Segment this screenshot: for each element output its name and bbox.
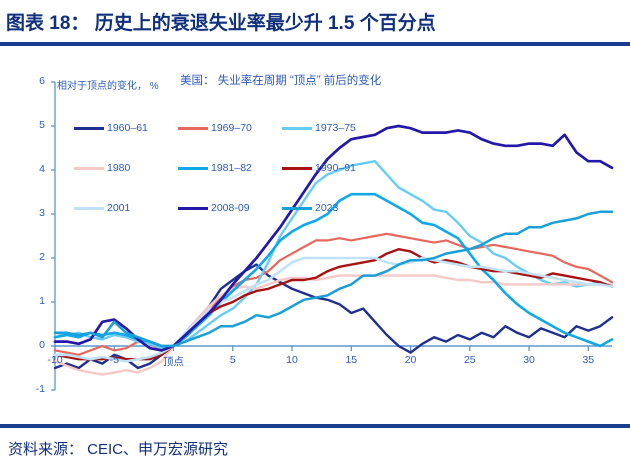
y-axis-label: 相对于顶点的变化， % [57, 81, 159, 92]
series-line-2001 [53, 256, 614, 363]
legend-swatch-icon [282, 166, 312, 170]
chart-title: 美国： 失业率在周期 “顶点” 前后的变化 [180, 75, 382, 87]
legend-item-label: 1981–82 [211, 162, 252, 174]
series-line-1980 [53, 274, 614, 376]
legend-item-label: 2008-09 [211, 202, 250, 214]
chart-legend: 1960–61 1969–70 1973–75 1980 1981–82 1990–91 2… [74, 108, 394, 228]
y-tick-label: 6 [39, 75, 45, 87]
series-line-1973-75 [53, 159, 614, 350]
legend-item-label: 1960–61 [107, 122, 148, 134]
legend-swatch-icon [74, 166, 104, 170]
x-tick-label: 15 [345, 354, 358, 366]
legend-item-label: 1973–75 [315, 122, 356, 134]
legend-swatch-icon [178, 166, 208, 170]
chart-container: 美国： 失业率在周期 “顶点” 前后的变化 相对于顶点的变化， % -1 0 1 2 3… [0, 46, 630, 424]
legend-item[interactable]: 1969–70 [178, 122, 282, 134]
legend-item[interactable]: 2001 [74, 202, 178, 214]
y-tick-label: 1 [39, 295, 45, 307]
x-tick-label: 5 [229, 354, 236, 366]
legend-swatch-icon [178, 126, 208, 130]
legend-swatch-icon [178, 206, 208, 210]
line-chart-plot [51, 81, 614, 391]
y-tick-label: 2 [39, 251, 45, 263]
page-title: 图表 18： 历史上的衰退失业率最少升 1.5 个百分点 [6, 12, 436, 34]
legend-item[interactable]: 1973–75 [282, 122, 386, 134]
y-tick-label: 5 [39, 119, 45, 131]
legend-item-label: 2001 [107, 202, 131, 214]
chart-header-band: 图表 18： 历史上的衰退失业率最少升 1.5 个百分点 [0, 0, 630, 46]
legend-item-label: 1990–91 [315, 162, 356, 174]
x-tick-label: 顶点 [163, 356, 184, 368]
series-line-2008-09 [53, 124, 614, 352]
x-tick-label: -10 [47, 354, 63, 366]
legend-item[interactable]: 1981–82 [178, 162, 282, 174]
x-tick-label: -5 [109, 354, 119, 366]
legend-item[interactable]: 1980 [74, 162, 178, 174]
legend-item-label: 1980 [107, 162, 131, 174]
legend-swatch-icon [282, 206, 312, 210]
chart-footer-band: 资料来源： CEIC、申万宏源研究 [0, 424, 630, 468]
legend-swatch-icon [74, 126, 104, 130]
legend-item[interactable]: 1960–61 [74, 122, 178, 134]
legend-item-label: 2023 [315, 202, 339, 214]
x-tick-label: 25 [463, 354, 476, 366]
legend-swatch-icon [282, 126, 312, 130]
series-line-2023 [53, 210, 614, 348]
x-tick-label: 35 [582, 354, 595, 366]
series-line-1990-91 [53, 247, 614, 361]
legend-item[interactable]: 2008-09 [178, 202, 282, 214]
legend-item-label: 1969–70 [211, 122, 252, 134]
series-line-1960-61 [53, 263, 614, 370]
y-tick-label: 3 [39, 207, 45, 219]
x-tick-label: 30 [523, 354, 535, 366]
y-tick-label: -1 [35, 383, 45, 395]
x-tick-label: 10 [286, 354, 298, 366]
legend-item[interactable]: 2023 [282, 202, 386, 214]
legend-swatch-icon [74, 206, 104, 210]
y-tick-label: 0 [39, 339, 45, 351]
x-tick-label: 20 [404, 354, 417, 366]
y-tick-label: 4 [39, 163, 45, 175]
legend-item[interactable]: 1990–91 [282, 162, 386, 174]
source-note: 资料来源： CEIC、申万宏源研究 [8, 440, 229, 458]
